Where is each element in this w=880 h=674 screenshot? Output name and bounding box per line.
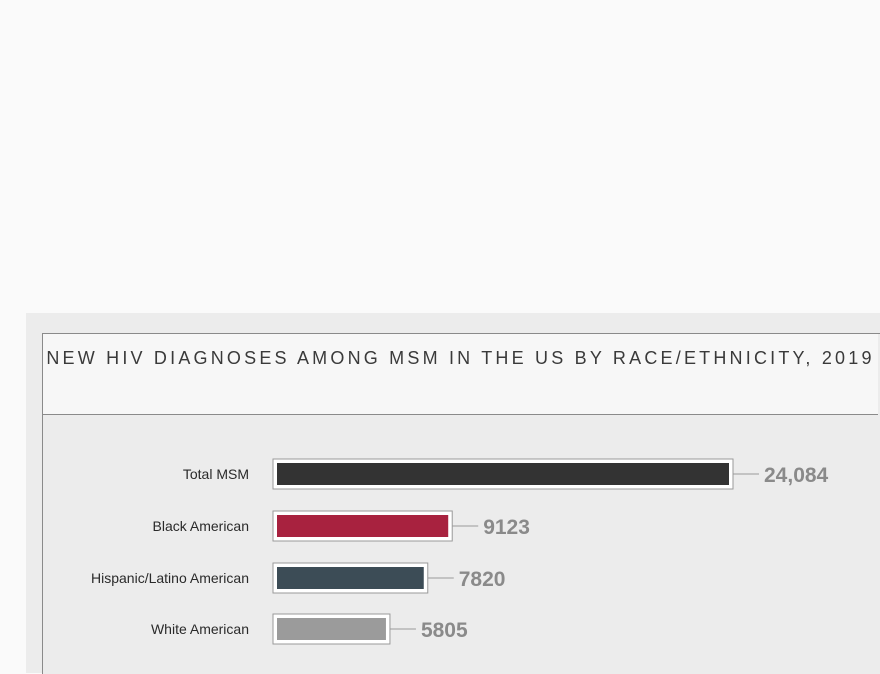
- bar: [277, 618, 386, 640]
- bar: [277, 515, 449, 537]
- value-label: 9123: [483, 516, 530, 539]
- bar-chart: Total MSM 24,084 Black American 9123 Hispani…: [91, 458, 829, 645]
- chart-title: NEW HIV DIAGNOSES AMONG MSM IN THE US BY…: [46, 348, 875, 368]
- category-label: Hispanic/Latino American: [91, 570, 249, 586]
- value-label: 5805: [421, 619, 468, 642]
- category-label: Black American: [153, 518, 249, 534]
- chart-frame: NEW HIV DIAGNOSES AMONG MSM IN THE US BY…: [42, 333, 880, 674]
- chart-panel: NEW HIV DIAGNOSES AMONG MSM IN THE US BY…: [26, 313, 880, 674]
- category-label: Total MSM: [183, 466, 249, 482]
- value-label: 24,084: [764, 464, 829, 487]
- bar: [277, 463, 729, 485]
- value-label: 7820: [459, 568, 506, 591]
- chart-title-box: NEW HIV DIAGNOSES AMONG MSM IN THE US BY…: [43, 334, 878, 415]
- bar: [277, 567, 424, 589]
- category-label: White American: [151, 621, 249, 637]
